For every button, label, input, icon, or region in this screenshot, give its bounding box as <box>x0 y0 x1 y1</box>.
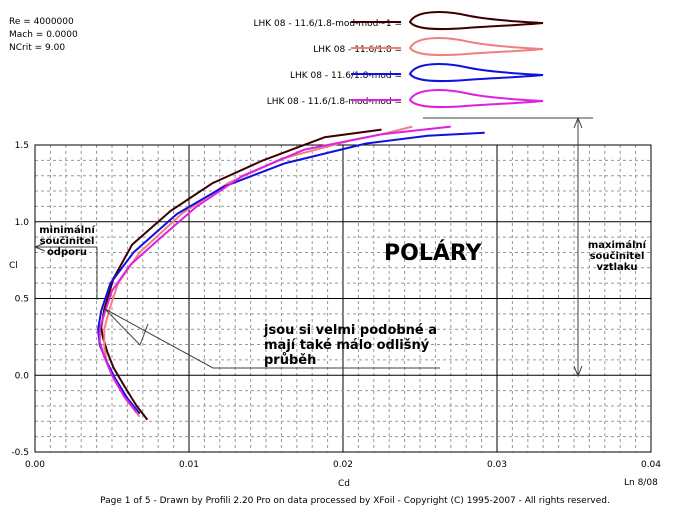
legend-airfoil-1 <box>408 37 544 57</box>
series-line-3 <box>98 125 451 413</box>
legend-label-0: LHK 08 - 11.6/1.8-mod-mod~1 = <box>254 19 403 29</box>
footer-text: Page 1 of 5 - Drawn by Profili 2.20 Pro … <box>100 496 610 506</box>
chart-title: POLÁRY <box>384 240 483 266</box>
x-tick-label: 0.04 <box>641 460 661 470</box>
corner-label: Ln 8/08 <box>624 478 658 488</box>
legend-airfoil-2 <box>408 63 544 83</box>
legend-label-3: LHK 08 - 11.6/1.8-mod-mod = <box>267 97 402 107</box>
y-axis-label: Cl <box>9 261 18 271</box>
min-drag-label-2: součinitel <box>40 235 95 247</box>
legend-airfoil-0 <box>408 11 544 31</box>
x-tick-label: 0.01 <box>179 460 199 470</box>
y-tick-label: 1.0 <box>15 218 30 228</box>
legend-airfoil-3 <box>408 89 544 109</box>
y-tick-label: 0.5 <box>15 295 29 305</box>
legend: LHK 08 - 11.6/1.8-mod-mod~1 = LHK 08 - 1… <box>254 11 544 109</box>
min-drag-label-1: minimální <box>39 224 95 236</box>
similar-pointer-line <box>104 308 440 369</box>
similar-label-1: jsou si velmi podobné a <box>263 323 437 338</box>
x-tick-label: 0.02 <box>333 460 353 470</box>
y-tick-label: -0.5 <box>11 448 29 458</box>
legend-label-1: LHK 08 - 11.6/1.8 = <box>313 45 402 55</box>
max-lift-label-3: vztlaku <box>596 262 637 273</box>
max-lift-label-1: maximální <box>588 239 647 251</box>
max-lift-arrow-up <box>573 116 583 129</box>
info-ncrit: NCrit = 9.00 <box>9 43 65 53</box>
series-curves <box>97 125 485 421</box>
max-lift-label-2: součinitel <box>590 250 645 262</box>
similar-pointer-line-2 <box>104 308 149 346</box>
similar-label-3: průběh <box>264 353 316 368</box>
series-line-2 <box>97 131 485 415</box>
max-lift-arrow-down <box>573 365 583 378</box>
info-mach: Mach = 0.0000 <box>9 30 78 40</box>
y-tick-label: 1.5 <box>15 141 29 151</box>
similar-label-2: mají také málo odlišný <box>264 338 430 353</box>
info-reynolds: Re = 4000000 <box>9 17 74 27</box>
y-tick-labels: 1.5 1.0 0.5 0.0 -0.5 <box>11 141 29 458</box>
plot-frame <box>34 144 652 453</box>
legend-label-2: LHK 08 - 11.6/1.8-mod = <box>290 71 402 81</box>
min-drag-label-3: odporu <box>47 247 87 258</box>
x-axis-label: Cd <box>338 479 350 489</box>
annotation-marks <box>33 116 593 378</box>
x-tick-label: 0.03 <box>487 460 507 470</box>
grid <box>34 144 652 453</box>
y-tick-label: 0.0 <box>15 371 30 381</box>
min-drag-arrow-head <box>33 242 46 252</box>
x-tick-labels: 0.00 0.01 0.02 0.03 0.04 <box>25 460 661 470</box>
x-tick-label: 0.00 <box>25 460 45 470</box>
series-line-0 <box>100 128 382 421</box>
